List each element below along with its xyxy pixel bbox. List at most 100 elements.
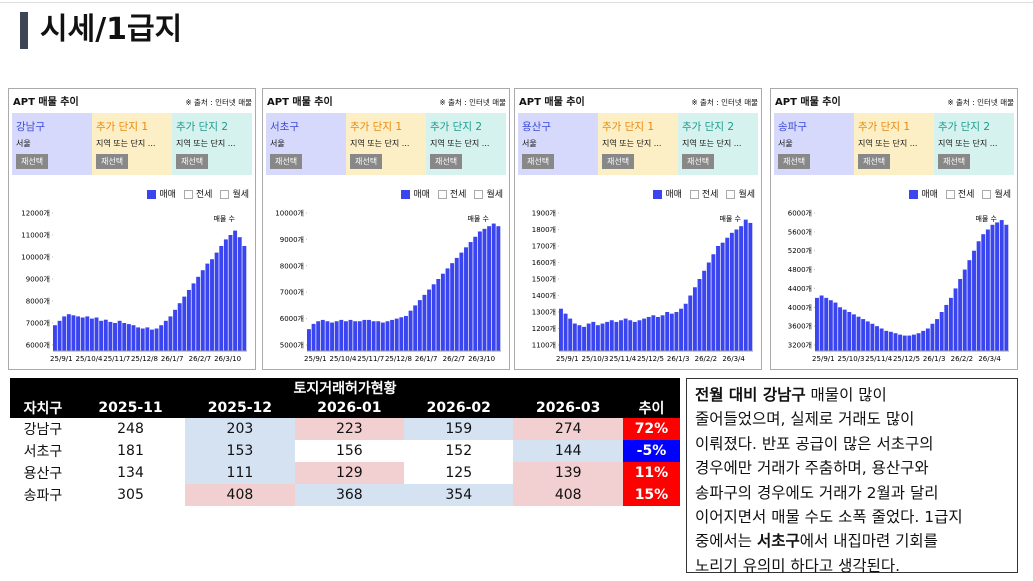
x-tick-label: 26/3/10	[468, 355, 495, 363]
x-tick-label: 25/10/3	[838, 355, 865, 363]
bar	[200, 270, 205, 351]
bar	[916, 333, 921, 351]
bar	[669, 313, 674, 351]
x-tick-label: 25/12/8	[131, 355, 158, 363]
bar	[948, 297, 953, 351]
x-tick-label: 25/11/7	[357, 355, 384, 363]
region-sub: 서울	[522, 139, 537, 148]
x-tick-label: 26/3/4	[978, 355, 1001, 363]
permit-table: 토지거래허가현황 자치구 2025-11 2025-12 2026-01 2026-02 2…	[10, 378, 680, 506]
table-cell: 368	[294, 484, 405, 506]
bar	[706, 262, 711, 351]
region-sub: 지역 또는 단지 ...	[350, 139, 410, 148]
bar	[145, 327, 150, 351]
x-tick-label: 25/12/5	[637, 355, 664, 363]
bar	[140, 328, 145, 351]
x-tick-label: 25/9/1	[304, 355, 327, 363]
legend-label: 월세	[994, 190, 1011, 200]
bar	[999, 220, 1004, 351]
y-tick-label: 5000개	[280, 341, 304, 350]
bar	[958, 279, 963, 351]
reselect-button[interactable]: 재선택	[938, 154, 971, 169]
bar	[865, 321, 870, 351]
bar	[330, 322, 335, 351]
bar	[131, 325, 136, 351]
bar	[720, 242, 725, 351]
bar	[595, 325, 600, 351]
table-title: 토지거래허가현황	[10, 378, 680, 398]
region-boxes: 용산구 서울 재선택 추가 단지 1 지역 또는 단지 ... 재선택 추가 단지 2 지역 …	[518, 113, 758, 175]
bar-chart: 6000개 7000개 8000개 9000개 10000개 11000개 12000개 25…	[21, 209, 247, 363]
bar	[702, 270, 707, 351]
reselect-button[interactable]: 재선택	[858, 154, 891, 169]
legend-label: 전세	[701, 190, 719, 200]
panel-title: APT 매물 추이	[13, 97, 79, 108]
legend-label: 전세	[957, 190, 975, 200]
bar	[888, 331, 893, 351]
reselect-button[interactable]: 재선택	[682, 154, 715, 169]
reselect-button[interactable]: 재선택	[16, 154, 49, 169]
bar	[674, 312, 679, 351]
bar	[173, 309, 178, 351]
bar	[53, 325, 57, 351]
bar	[62, 316, 67, 351]
checkbox	[726, 190, 736, 199]
column-header: 2025-11	[75, 398, 186, 418]
bar	[939, 312, 944, 351]
x-tick-label: 25/9/1	[556, 355, 579, 363]
region-sub: 서울	[270, 139, 285, 148]
table-cell: 144	[513, 440, 623, 462]
bar	[861, 319, 866, 351]
bar	[851, 314, 856, 351]
bar	[614, 321, 619, 351]
checkbox	[474, 190, 484, 199]
reselect-button[interactable]: 재선택	[96, 154, 129, 169]
table-row: 용산구 134 111 129 125 139 11%	[10, 462, 680, 484]
reselect-button[interactable]: 재선택	[602, 154, 635, 169]
table-cell: 248	[75, 418, 186, 440]
checkbox	[220, 190, 230, 199]
title-bar	[20, 12, 28, 49]
reselect-button[interactable]: 재선택	[522, 154, 555, 169]
bar	[223, 239, 228, 351]
legend-item: 월세	[474, 187, 503, 200]
region-name: 강남구	[16, 121, 45, 133]
bar	[477, 231, 482, 351]
bar	[609, 320, 614, 351]
legend-item: 전세	[689, 187, 719, 200]
table-row: 송파구 305 408 368 354 408 15%	[10, 484, 680, 506]
bar	[177, 303, 182, 351]
bar	[912, 334, 916, 351]
reselect-button[interactable]: 재선택	[350, 154, 383, 169]
bar	[385, 321, 390, 351]
bar	[440, 273, 445, 351]
bar	[103, 319, 108, 351]
table-cell: 408	[513, 484, 623, 506]
reselect-button[interactable]: 재선택	[430, 154, 463, 169]
table-cell: 354	[404, 484, 514, 506]
y-tick-label: 1900개	[532, 209, 556, 218]
bar	[619, 320, 623, 351]
bar	[990, 224, 995, 351]
region-box: 추가 단지 1 지역 또는 단지 ... 재선택	[92, 113, 172, 175]
checkbox	[147, 190, 157, 199]
table-row: 서초구 181 153 156 152 144 -5%	[10, 440, 680, 462]
bar-chart: 1100개 1200개 1300개 1400개 1500개 1600개 1700개 1800개…	[532, 209, 753, 363]
bar	[334, 321, 339, 351]
bar	[191, 283, 196, 351]
note-text: 송파구의 경우에도 거래가 2월과 달리	[695, 483, 939, 502]
reselect-button[interactable]: 재선택	[778, 154, 811, 169]
chart-panel: APT 매물 추이 ※ 출처 : 인터넷 매물 용산구 서울 재선택 추가 단지 1 지역 …	[514, 88, 762, 370]
bar	[307, 329, 311, 351]
bar	[815, 297, 819, 351]
bar	[390, 319, 395, 351]
y-tick-label: 1400개	[532, 291, 556, 300]
bar	[487, 226, 492, 351]
reselect-button[interactable]: 재선택	[176, 154, 209, 169]
bar	[683, 303, 688, 351]
reselect-button[interactable]: 재선택	[270, 154, 303, 169]
bar	[168, 316, 173, 351]
region-name: 추가 단지 2	[938, 121, 990, 133]
region-sub: 지역 또는 단지 ...	[96, 139, 156, 148]
x-tick-label: 25/12/5	[893, 355, 920, 363]
